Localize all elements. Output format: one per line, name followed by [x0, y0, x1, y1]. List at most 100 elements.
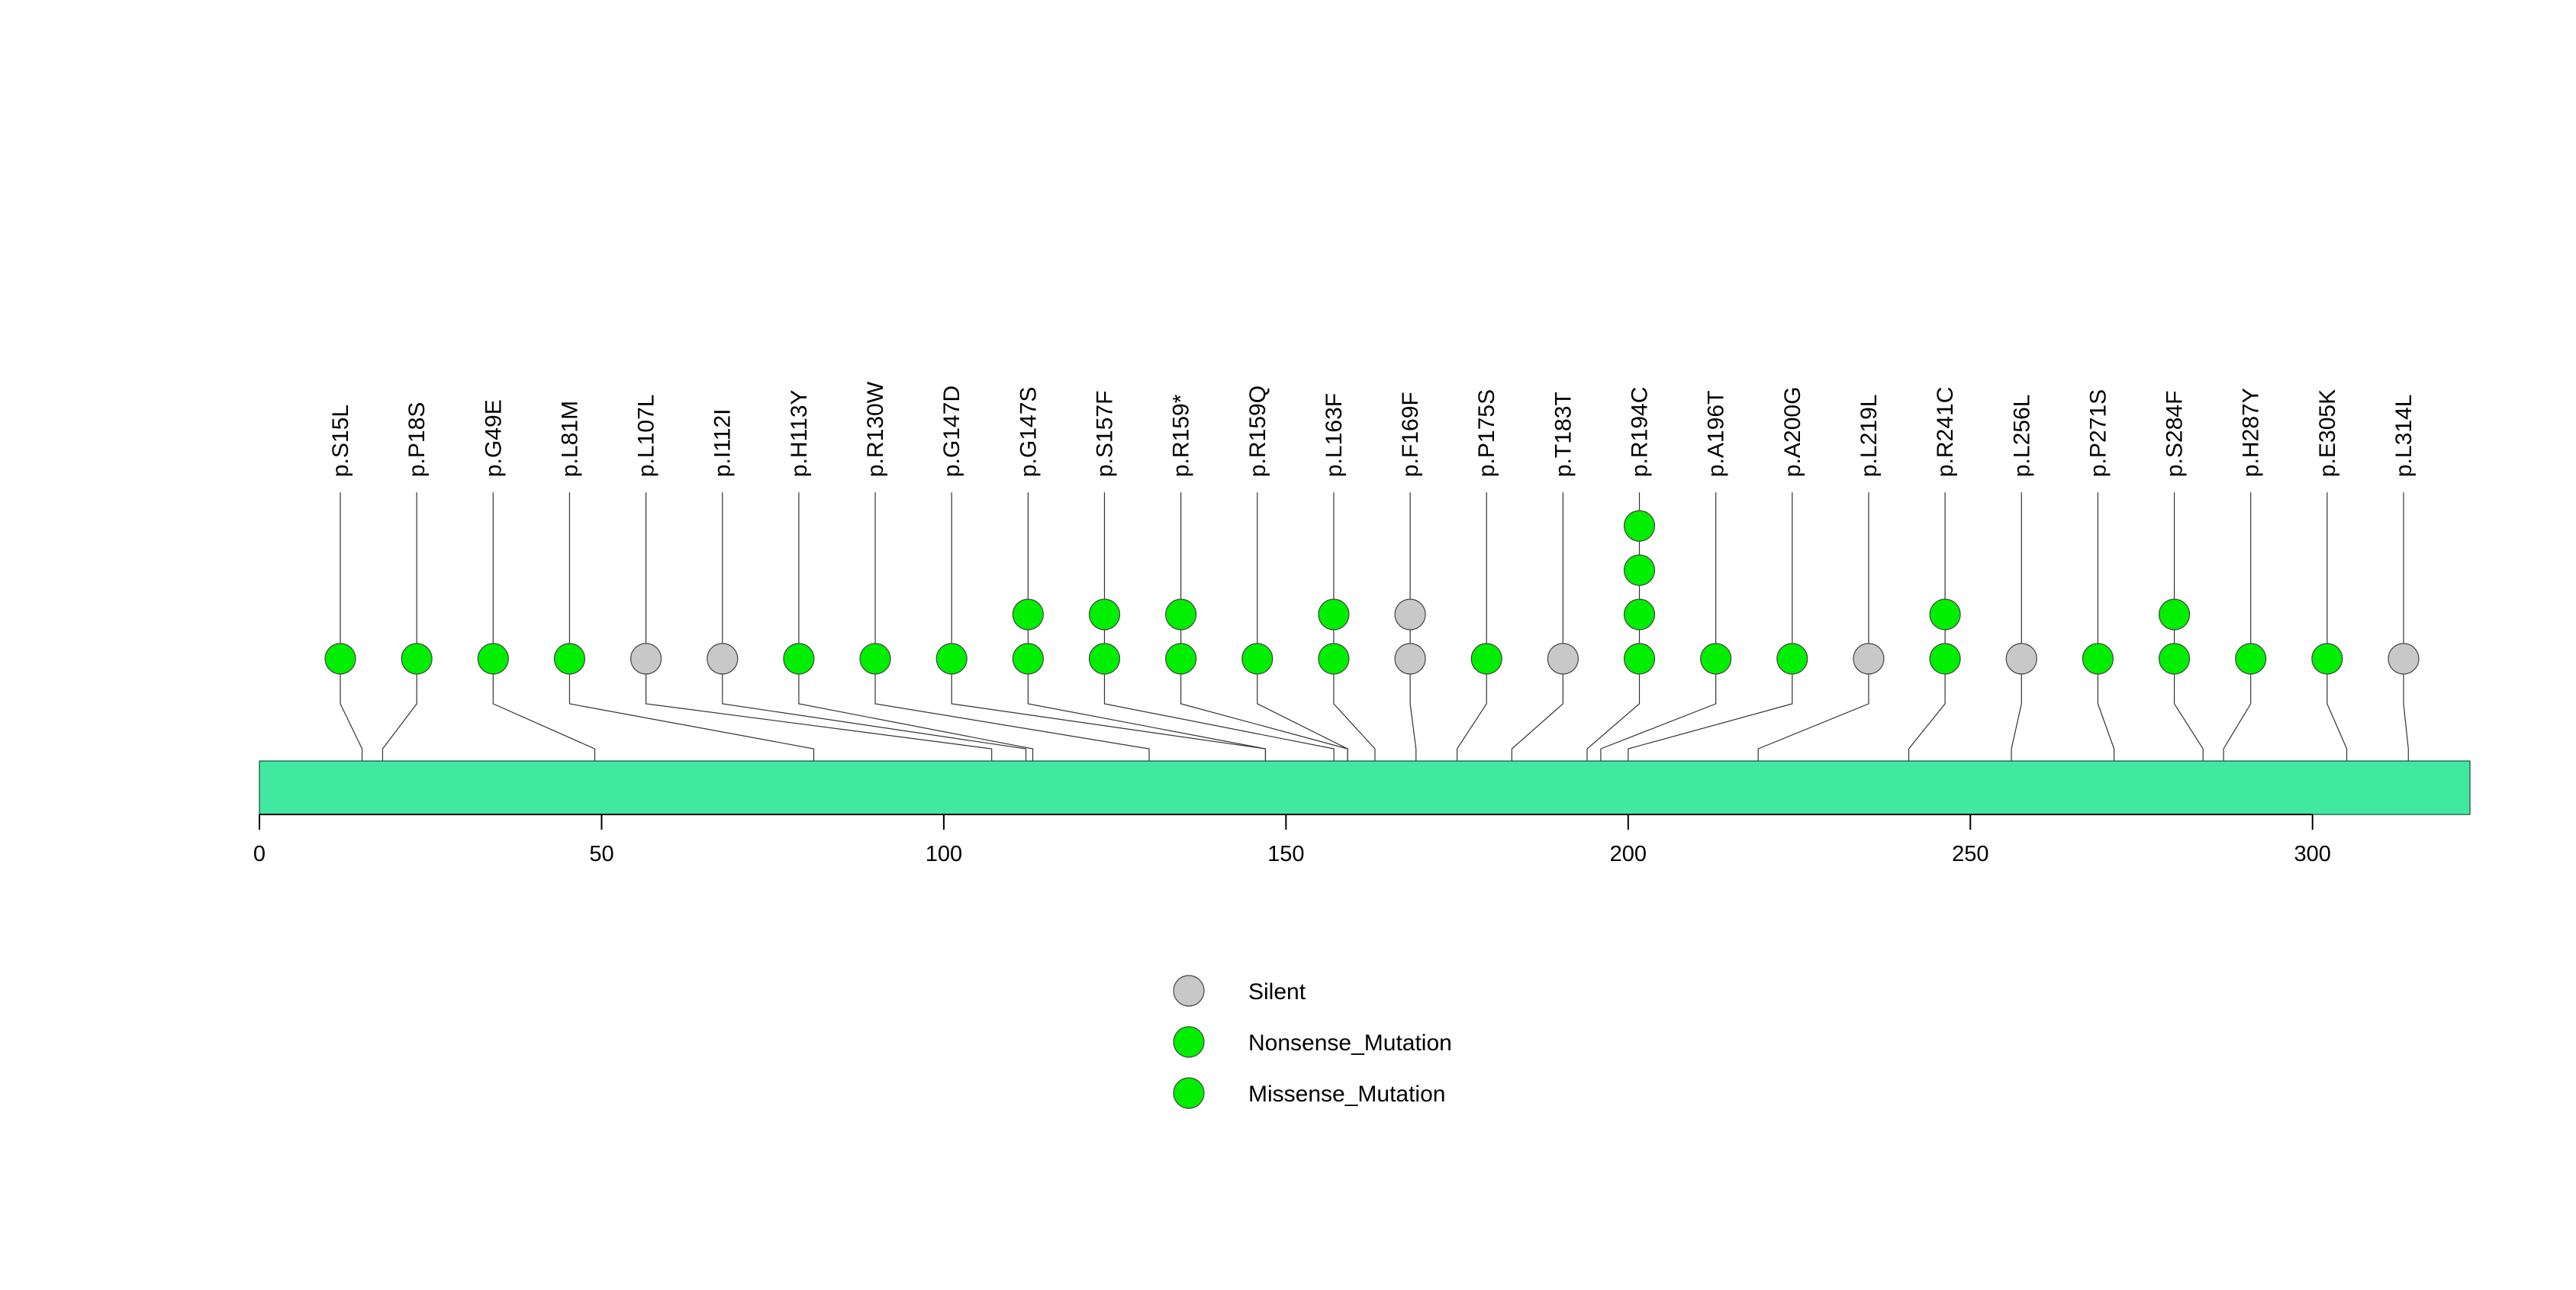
x-tick-label: 300	[2294, 842, 2331, 866]
mutation-lollipop: p.P175S	[1470, 389, 1502, 675]
mutation-label: p.P271S	[2085, 389, 2111, 477]
mutation-dot	[324, 643, 356, 675]
mutation-label: p.R159Q	[1245, 385, 1270, 477]
mutation-dot	[1088, 598, 1121, 630]
legend-swatch	[1173, 1026, 1205, 1058]
mutation-lollipop: p.A200G	[1776, 387, 1808, 675]
mutation-label: p.L314L	[2391, 395, 2417, 477]
mutation-label: p.L163F	[1322, 393, 1347, 477]
mutation-lollipop: p.L256L	[2005, 395, 2037, 675]
mutation-dot	[1470, 643, 1502, 675]
mutation-label: p.A200G	[1780, 387, 1805, 477]
mutation-lollipop: p.S157F	[1088, 391, 1121, 675]
mutation-label: p.G147S	[1016, 387, 1041, 477]
mutation-dot	[707, 643, 739, 675]
mutation-lollipop: p.E305K	[2311, 389, 2343, 675]
mutation-dot	[477, 643, 509, 675]
protein-bar	[259, 760, 2471, 815]
mutation-dot	[1394, 643, 1426, 675]
mutation-dot	[2388, 643, 2420, 675]
x-tick-label: 150	[1267, 842, 1304, 866]
mutation-label: p.R130W	[863, 381, 888, 477]
mutation-lollipop: p.L107L	[630, 395, 662, 675]
mutation-dot	[1623, 598, 1656, 630]
mutation-lollipop: p.R159*	[1165, 394, 1197, 675]
legend: Silent Nonsense_Mutation Missense_Mutation	[1173, 975, 1452, 1109]
mutation-dot	[2158, 643, 2191, 675]
mutation-lollipops: p.S15L p.P18S p.G49E p.L81M p.L107L p.I112I p.…	[324, 381, 2420, 675]
legend-label: Nonsense_Mutation	[1248, 1030, 1452, 1056]
mutation-dot	[1394, 598, 1426, 630]
mutation-label: p.S284F	[2162, 391, 2188, 477]
mutation-dot	[401, 643, 433, 675]
mutation-dot	[2082, 643, 2114, 675]
x-tick-label: 50	[589, 842, 613, 866]
mutation-lollipop: p.R159Q	[1241, 385, 1274, 675]
mutation-dot	[2158, 598, 2191, 630]
mutation-label: p.L256L	[2009, 395, 2034, 477]
legend-entry: Missense_Mutation	[1173, 1077, 1445, 1109]
x-tick-label: 100	[926, 842, 962, 866]
mutation-dot	[2005, 643, 2037, 675]
mutation-lollipop: p.S284F	[2158, 391, 2191, 675]
mutation-dot	[1012, 643, 1044, 675]
mutation-dot	[1929, 643, 1961, 675]
mutation-lollipop: p.P18S	[401, 402, 433, 675]
mutation-dot	[1012, 598, 1044, 630]
mutation-dot	[935, 643, 968, 675]
mutation-label: p.L81M	[557, 401, 582, 477]
legend-label: Missense_Mutation	[1248, 1082, 1445, 1107]
legend-swatch	[1173, 975, 1205, 1007]
mutation-label: p.A196T	[1704, 391, 1729, 477]
mutation-dot	[2311, 643, 2343, 675]
legend-swatch	[1173, 1077, 1205, 1109]
mutation-label: p.S157F	[1092, 391, 1117, 477]
mutation-dot	[1623, 643, 1656, 675]
mutation-label: p.H287Y	[2239, 388, 2264, 477]
mutation-dot	[553, 643, 586, 675]
mutation-lollipop: p.L314L	[2388, 395, 2420, 675]
mutation-dot	[859, 643, 891, 675]
mutation-lollipop: p.F169F	[1394, 392, 1426, 675]
mutation-label: p.I112I	[710, 408, 736, 477]
legend-label: Silent	[1248, 979, 1306, 1005]
mutation-lollipop: p.A196T	[1700, 391, 1732, 675]
mutation-lollipop: p.T183T	[1547, 392, 1579, 675]
mutation-lollipop: p.H113Y	[783, 389, 815, 675]
mutation-label: p.E305K	[2315, 389, 2340, 477]
x-tick-label: 200	[1610, 842, 1647, 866]
mutation-dot	[783, 643, 815, 675]
mutation-label: p.L219L	[1856, 395, 1882, 477]
legend-entry: Nonsense_Mutation	[1173, 1026, 1452, 1058]
mutation-label: p.S15L	[328, 405, 353, 477]
mutation-label: p.L107L	[634, 395, 659, 477]
mutation-dot	[1165, 598, 1197, 630]
mutation-dot	[1241, 643, 1274, 675]
mutation-dot	[630, 643, 662, 675]
mutation-dot	[1547, 643, 1579, 675]
mutation-label: p.F169F	[1398, 392, 1423, 477]
mutation-label: p.R194C	[1628, 387, 1653, 477]
mutation-dot	[1853, 643, 1885, 675]
mutation-lollipop: p.P271S	[2082, 389, 2114, 675]
mutation-lollipop: p.S15L	[324, 405, 356, 675]
mutation-lollipop: p.G147S	[1012, 387, 1044, 675]
x-axis: 0 50 100 150 200 250 300	[253, 814, 2331, 866]
mutation-dot	[1165, 643, 1197, 675]
mutation-lollipop: p.G147D	[935, 385, 968, 675]
mutation-label: p.T183T	[1550, 392, 1576, 477]
mutation-lollipop: p.G49E	[477, 399, 509, 675]
mutation-dot	[1318, 598, 1350, 630]
mutation-lollipop: p.H287Y	[2235, 388, 2267, 675]
legend-entry: Silent	[1173, 975, 1306, 1007]
mutation-dot	[1623, 554, 1656, 586]
mutation-lollipop: p.R130W	[859, 381, 891, 675]
mutation-lollipop: p.I112I	[707, 408, 739, 675]
mutation-dot	[1623, 510, 1656, 542]
mutation-lollipop: p.R241C	[1929, 387, 1961, 675]
mutation-label: p.P18S	[404, 402, 430, 477]
mutation-lollipop: p.L219L	[1853, 395, 1885, 675]
mutation-label: p.H113Y	[787, 389, 812, 477]
mutation-dot	[1929, 598, 1961, 630]
